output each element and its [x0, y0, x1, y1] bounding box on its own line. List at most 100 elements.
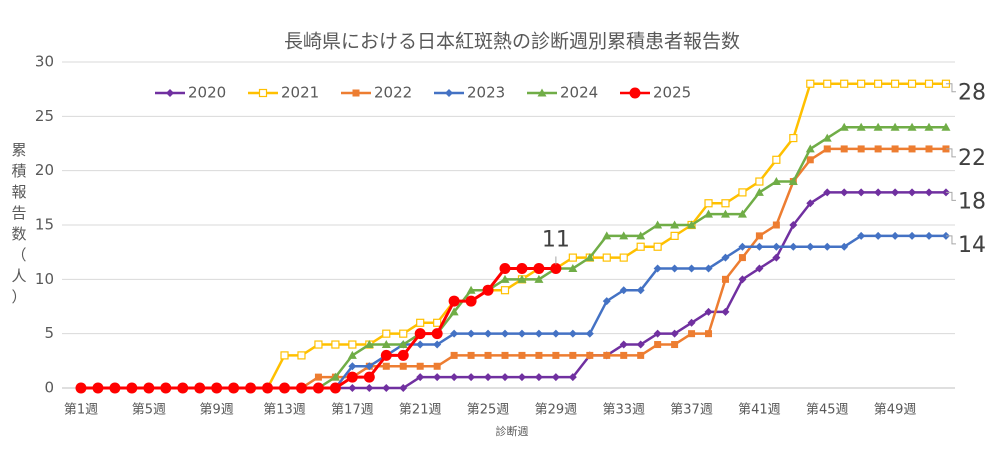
legend-label: 2023: [467, 84, 505, 102]
marker: [431, 328, 443, 340]
marker: [687, 318, 696, 327]
marker: [772, 221, 780, 229]
marker: [857, 79, 866, 88]
marker: [823, 79, 832, 88]
marker: [466, 285, 476, 294]
marker: [840, 188, 849, 197]
marker: [518, 351, 526, 359]
marker: [789, 221, 798, 229]
marker: [738, 254, 746, 262]
marker: [721, 199, 730, 208]
marker: [619, 231, 629, 240]
marker: [551, 373, 560, 382]
series: [76, 79, 951, 393]
series-line: [81, 234, 946, 390]
marker: [416, 340, 425, 349]
marker: [433, 373, 442, 382]
marker: [805, 144, 815, 153]
x-tick-label: 第33週: [602, 403, 645, 418]
marker: [704, 264, 713, 273]
marker: [516, 262, 528, 274]
marker: [109, 382, 121, 394]
legend-label: 2021: [281, 84, 319, 102]
marker: [314, 373, 322, 381]
marker: [445, 89, 453, 97]
x-tick-label: 第25週: [467, 403, 510, 418]
marker: [535, 351, 543, 359]
marker: [840, 79, 849, 88]
marker: [348, 362, 357, 371]
marker: [670, 231, 679, 240]
y-tick-label: 10: [35, 270, 54, 288]
legend-label: 2024: [560, 84, 598, 102]
marker: [890, 122, 900, 131]
marker: [312, 382, 324, 394]
y-tick-label: 15: [35, 216, 54, 234]
marker: [772, 155, 781, 164]
marker: [501, 373, 509, 382]
marker: [399, 384, 408, 392]
marker: [352, 89, 360, 97]
marker: [348, 384, 357, 392]
marker: [551, 329, 560, 338]
marker: [603, 351, 611, 359]
marker: [688, 330, 696, 338]
marker: [772, 253, 781, 262]
marker: [738, 188, 747, 197]
marker: [92, 382, 104, 394]
marker: [670, 264, 679, 273]
marker: [484, 373, 493, 382]
series-line: [81, 125, 946, 390]
marker: [211, 382, 223, 394]
marker: [258, 88, 268, 98]
marker: [499, 262, 511, 274]
marker: [637, 351, 645, 359]
y-axis-label: 累積報告数（人）: [11, 141, 26, 306]
marker: [823, 188, 832, 197]
marker: [450, 373, 459, 382]
marker: [143, 382, 155, 394]
marker: [789, 133, 798, 143]
marker: [806, 156, 814, 164]
marker: [619, 286, 628, 295]
series-line: [81, 191, 946, 390]
leader-line: [945, 148, 956, 158]
marker: [924, 79, 934, 88]
marker: [874, 145, 882, 153]
x-tick-label: 第13週: [263, 403, 306, 418]
marker: [517, 329, 526, 338]
x-tick-label: 第29週: [535, 403, 578, 418]
marker: [433, 340, 442, 349]
y-tick-label: 25: [35, 107, 54, 125]
marker: [585, 253, 595, 262]
marker: [619, 253, 628, 262]
marker: [738, 242, 747, 251]
marker: [533, 262, 545, 274]
marker: [738, 275, 747, 284]
marker: [398, 340, 408, 349]
marker: [363, 371, 375, 383]
marker: [925, 231, 933, 240]
y-tick-label: 20: [35, 161, 54, 179]
marker: [380, 349, 392, 361]
marker: [534, 329, 543, 338]
marker: [806, 79, 815, 88]
x-axis-label: 診断週: [496, 424, 529, 438]
marker: [907, 79, 917, 88]
marker: [823, 145, 831, 153]
marker: [364, 340, 374, 349]
y-tick-label: 0: [44, 379, 54, 397]
marker: [346, 371, 358, 383]
marker: [245, 382, 257, 394]
marker: [500, 286, 510, 295]
series: [77, 231, 950, 392]
marker: [891, 145, 899, 153]
x-tick-label: 第45週: [806, 403, 849, 418]
legend-label: 2022: [374, 84, 412, 102]
marker: [465, 295, 477, 307]
marker: [381, 340, 391, 349]
marker: [602, 253, 611, 262]
marker: [414, 328, 426, 340]
x-tick-label: 第5週: [132, 403, 166, 418]
series-line: [81, 82, 946, 390]
